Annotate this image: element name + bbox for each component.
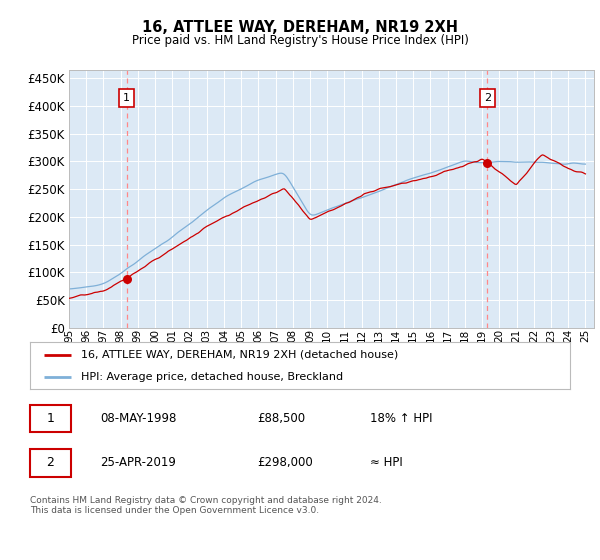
Text: 2: 2 [46,456,54,469]
Text: 16, ATTLEE WAY, DEREHAM, NR19 2XH (detached house): 16, ATTLEE WAY, DEREHAM, NR19 2XH (detac… [82,350,398,360]
Text: Contains HM Land Registry data © Crown copyright and database right 2024.
This d: Contains HM Land Registry data © Crown c… [30,496,382,515]
Text: 25-APR-2019: 25-APR-2019 [100,456,176,469]
Text: 08-MAY-1998: 08-MAY-1998 [100,412,176,425]
Text: 18% ↑ HPI: 18% ↑ HPI [370,412,433,425]
Text: 16, ATTLEE WAY, DEREHAM, NR19 2XH: 16, ATTLEE WAY, DEREHAM, NR19 2XH [142,20,458,35]
Text: HPI: Average price, detached house, Breckland: HPI: Average price, detached house, Brec… [82,372,343,382]
Text: £88,500: £88,500 [257,412,305,425]
Text: 1: 1 [46,412,54,425]
Text: Price paid vs. HM Land Registry's House Price Index (HPI): Price paid vs. HM Land Registry's House … [131,34,469,46]
FancyBboxPatch shape [30,449,71,477]
Text: 2: 2 [484,93,491,102]
FancyBboxPatch shape [30,404,71,432]
Text: £298,000: £298,000 [257,456,313,469]
Text: 1: 1 [123,93,130,102]
Text: ≈ HPI: ≈ HPI [370,456,403,469]
